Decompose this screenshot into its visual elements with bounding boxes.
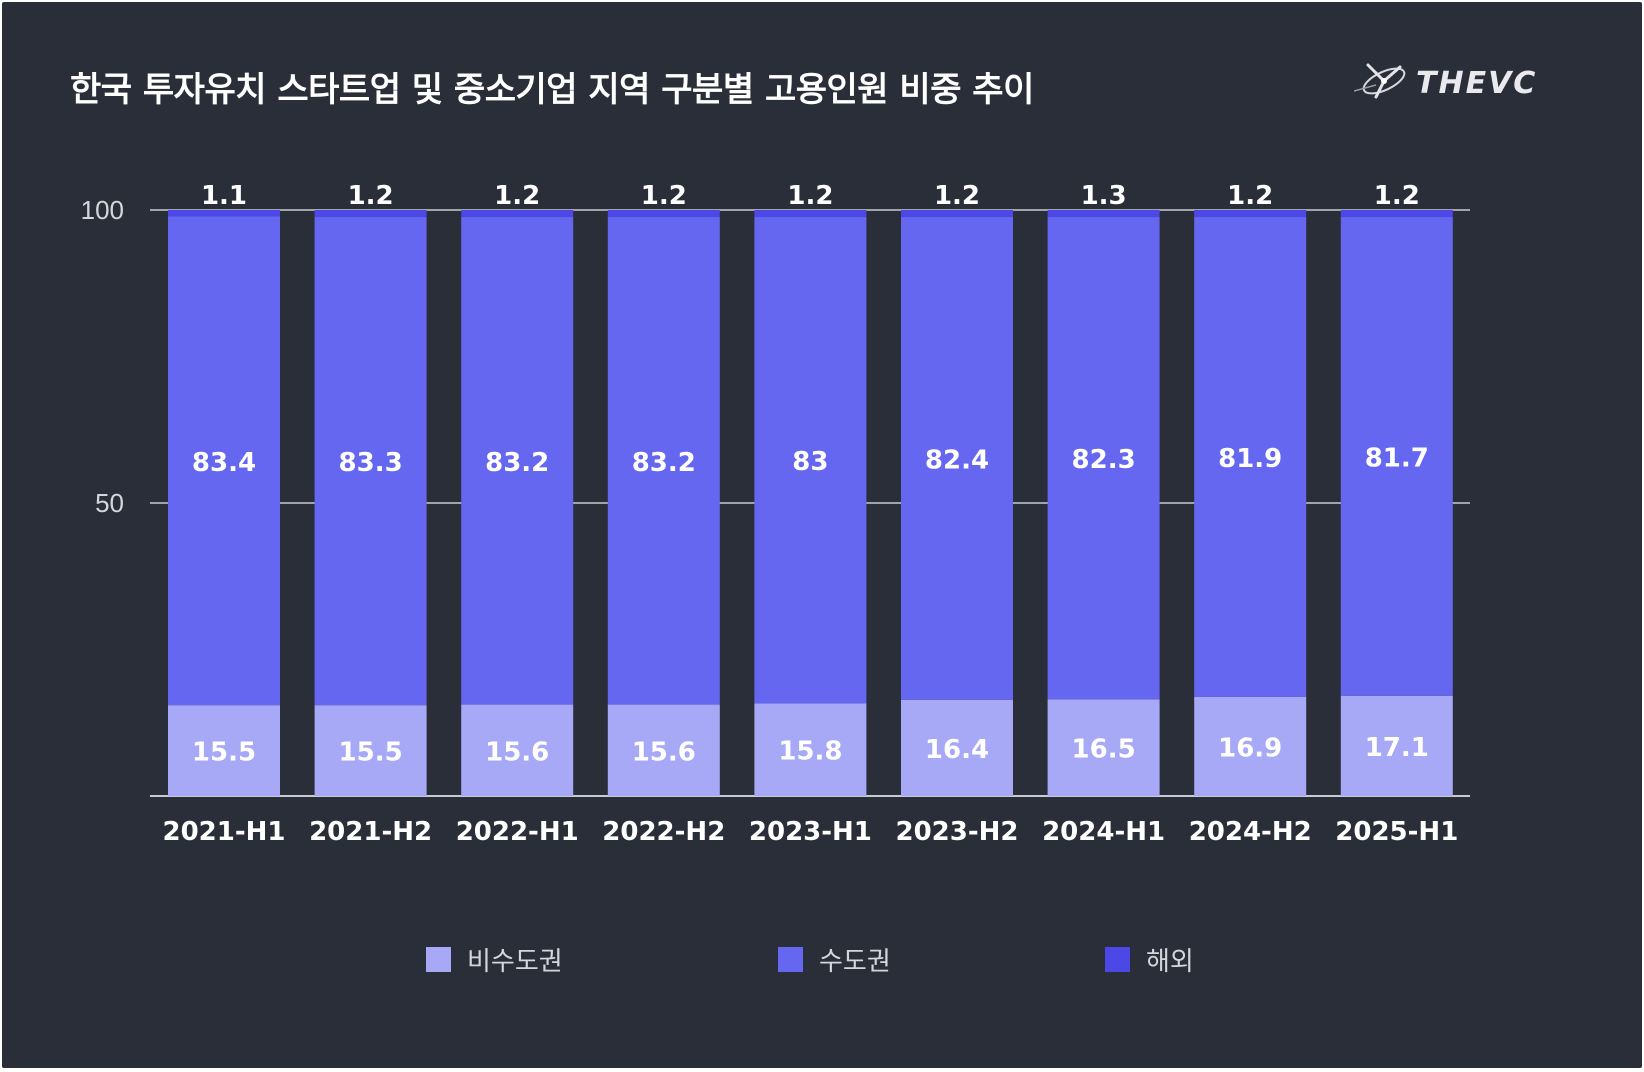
x-tick-label: 2023-H2 xyxy=(895,817,1018,847)
bar-segment-capital-2021-H2[interactable] xyxy=(314,217,427,706)
x-tick-label: 2025-H1 xyxy=(1335,817,1458,847)
data-label-non-capital: 16.5 xyxy=(1072,735,1136,765)
bar-segment-non-capital-2021-H2[interactable] xyxy=(314,705,427,796)
bar-segment-capital-2023-H1[interactable] xyxy=(754,217,867,704)
data-label-non-capital: 17.1 xyxy=(1365,733,1429,763)
legend-swatch-overseas xyxy=(1105,946,1130,972)
data-label-overseas: 1.2 xyxy=(348,181,394,211)
data-label-capital: 83.3 xyxy=(339,448,403,478)
bar-segment-capital-2025-H1[interactable] xyxy=(1340,217,1453,696)
data-label-non-capital: 15.6 xyxy=(485,737,549,767)
bar-segment-non-capital-2021-H1[interactable] xyxy=(168,705,280,796)
bar-segment-non-capital-2022-H2[interactable] xyxy=(607,704,720,796)
bar-segment-non-capital-2023-H1[interactable] xyxy=(754,703,867,796)
x-tick-label: 2021-H2 xyxy=(309,817,432,847)
bar-segment-non-capital-2023-H2[interactable] xyxy=(901,699,1013,796)
bar-segment-overseas-2021-H1[interactable] xyxy=(168,210,280,217)
data-label-capital: 83.2 xyxy=(632,448,696,478)
bar-segment-non-capital-2025-H1[interactable] xyxy=(1340,695,1453,796)
x-tick-label: 2023-H1 xyxy=(749,817,872,847)
legend-label-non-capital: 비수도권 xyxy=(467,946,563,977)
bar-segment-non-capital-2024-H2[interactable] xyxy=(1194,696,1307,796)
thevc-orbit-logo-icon xyxy=(1354,63,1406,99)
chart-title: 한국 투자유치 스타트업 및 중소기업 지역 구분별 고용인원 비중 추이 xyxy=(70,70,1034,110)
legend-label-capital: 수도권 xyxy=(819,946,891,977)
labels: 50 100 15.5 83.4 1.1 2021-H1 15.5 83.3 1.2 2021-H… xyxy=(81,181,1459,847)
data-label-overseas: 1.2 xyxy=(787,181,833,211)
data-label-non-capital: 15.5 xyxy=(339,738,403,768)
y-tick-label: 50 xyxy=(95,488,124,518)
bars xyxy=(168,210,1453,796)
data-label-overseas: 1.1 xyxy=(201,181,247,211)
x-tick-label: 2024-H2 xyxy=(1189,817,1312,847)
data-label-capital: 83 xyxy=(792,447,828,477)
bar-segment-overseas-2022-H1[interactable] xyxy=(461,210,574,218)
x-tick-label: 2021-H1 xyxy=(162,817,285,847)
data-label-overseas: 1.2 xyxy=(1374,181,1420,211)
x-tick-label: 2024-H1 xyxy=(1042,817,1165,847)
legend-item-non-capital[interactable]: 비수도권 xyxy=(426,939,563,979)
bar-segment-capital-2022-H1[interactable] xyxy=(461,217,574,705)
y-tick-label: 100 xyxy=(81,195,124,225)
bar-segment-capital-2024-H1[interactable] xyxy=(1047,217,1160,700)
data-label-capital: 81.7 xyxy=(1365,443,1429,473)
data-label-overseas: 1.2 xyxy=(494,181,540,211)
bar-segment-capital-2023-H2[interactable] xyxy=(901,217,1013,700)
bar-segment-overseas-2022-H2[interactable] xyxy=(607,210,720,218)
legend-swatch-non-capital xyxy=(426,946,451,972)
x-tick-label: 2022-H1 xyxy=(456,817,579,847)
logo-text: THEVC xyxy=(1416,66,1537,101)
bar-segment-overseas-2024-H2[interactable] xyxy=(1194,210,1307,218)
data-label-non-capital: 15.6 xyxy=(632,737,696,767)
data-label-overseas: 1.2 xyxy=(641,181,687,211)
data-label-capital: 82.4 xyxy=(925,445,989,475)
legend-label-overseas: 해외 xyxy=(1146,946,1194,977)
bar-segment-overseas-2024-H1[interactable] xyxy=(1047,210,1160,218)
bar-segment-non-capital-2024-H1[interactable] xyxy=(1047,699,1160,796)
bar-segment-capital-2022-H2[interactable] xyxy=(607,217,720,705)
thevc-logo: THEVC xyxy=(1354,63,1537,101)
data-label-non-capital: 16.4 xyxy=(925,735,989,765)
data-label-overseas: 1.3 xyxy=(1081,181,1127,211)
data-label-capital: 82.3 xyxy=(1072,445,1136,475)
bar-segment-overseas-2023-H1[interactable] xyxy=(754,210,867,218)
data-label-overseas: 1.2 xyxy=(934,181,980,211)
data-label-overseas: 1.2 xyxy=(1227,181,1273,211)
data-label-capital: 83.2 xyxy=(485,448,549,478)
data-label-capital: 81.9 xyxy=(1218,444,1282,474)
bar-segment-non-capital-2022-H1[interactable] xyxy=(461,704,574,796)
legend-item-capital[interactable]: 수도권 xyxy=(778,939,891,979)
legend-item-overseas[interactable]: 해외 xyxy=(1105,939,1194,979)
legend-swatch-capital xyxy=(778,946,803,972)
bar-segment-overseas-2025-H1[interactable] xyxy=(1340,210,1453,218)
data-label-non-capital: 15.8 xyxy=(778,737,842,767)
bar-segment-capital-2021-H1[interactable] xyxy=(168,216,280,706)
data-label-capital: 83.4 xyxy=(192,448,256,478)
bar-segment-overseas-2023-H2[interactable] xyxy=(901,210,1013,218)
x-tick-label: 2022-H2 xyxy=(602,817,725,847)
bar-segment-capital-2024-H2[interactable] xyxy=(1194,217,1307,697)
data-label-non-capital: 16.9 xyxy=(1218,733,1282,763)
data-label-non-capital: 15.5 xyxy=(192,738,256,768)
bar-segment-overseas-2021-H2[interactable] xyxy=(314,210,427,218)
